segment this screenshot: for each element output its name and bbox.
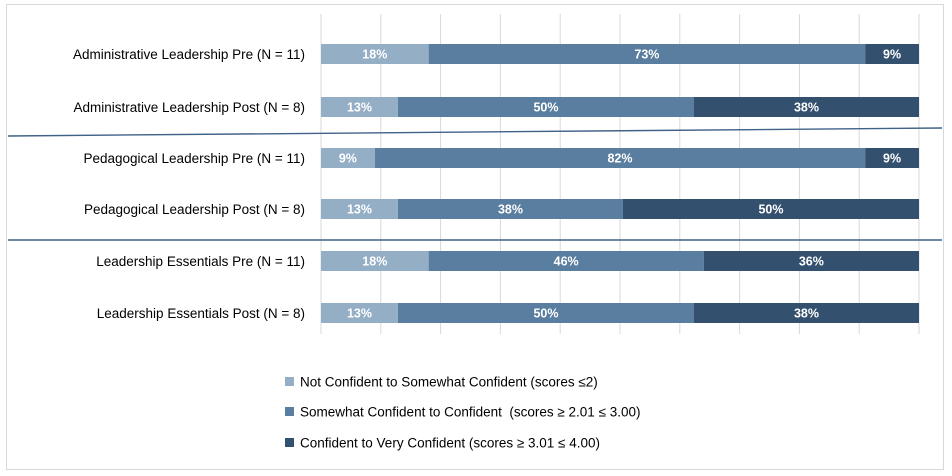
bar-segment bbox=[694, 97, 919, 117]
legend-swatch bbox=[285, 438, 294, 447]
bar-value-label: 13% bbox=[347, 307, 372, 321]
bar-value-label: 50% bbox=[533, 101, 558, 115]
bar-value-label: 73% bbox=[634, 48, 659, 62]
grid-lines bbox=[320, 14, 920, 334]
bar-segment bbox=[622, 199, 919, 219]
bar-value-label: 82% bbox=[607, 152, 632, 166]
chart-frame bbox=[6, 4, 944, 470]
legend: Not Confident to Somewhat Confident (sco… bbox=[285, 375, 641, 451]
bar-value-label: 50% bbox=[533, 307, 558, 321]
bar-segment bbox=[703, 251, 919, 271]
bar-segment bbox=[865, 44, 919, 64]
category-labels: Administrative Leadership Pre (N = 11) Ad… bbox=[73, 47, 305, 321]
bar-value-label: 46% bbox=[554, 255, 579, 269]
bar-segment bbox=[865, 148, 919, 168]
legend-label: Confident to Very Confident (scores ≥ 3.… bbox=[300, 436, 600, 451]
legend-label: Not Confident to Somewhat Confident (sco… bbox=[300, 375, 598, 390]
bar-value-label: 9% bbox=[339, 152, 357, 166]
bar-segment bbox=[321, 251, 429, 271]
group-dividers bbox=[7, 127, 943, 241]
bar-value-label: 9% bbox=[883, 152, 901, 166]
bar-value-label: 38% bbox=[498, 203, 523, 217]
category-label: Leadership Essentials Post (N = 8) bbox=[97, 306, 305, 321]
bar-value-label: 9% bbox=[883, 48, 901, 62]
bar-segment bbox=[397, 303, 695, 323]
bar-segment bbox=[321, 148, 375, 168]
bar-value-label: 38% bbox=[794, 101, 819, 115]
bars: 18% 73% 9% 13% 50% 38% 9% 82% 9% 13% 38% 50% 18% 46% 3… bbox=[321, 44, 919, 323]
category-label: Leadership Essentials Pre (N = 11) bbox=[96, 254, 305, 269]
legend-label: Somewhat Confident to Confident (scores … bbox=[300, 405, 641, 420]
category-label: Administrative Leadership Post (N = 8) bbox=[74, 100, 305, 115]
bar-value-label: 13% bbox=[347, 101, 372, 115]
bar-value-label: 18% bbox=[362, 255, 387, 269]
bar-segment bbox=[694, 303, 919, 323]
bar-segment bbox=[397, 97, 695, 117]
bar-value-label: 36% bbox=[799, 255, 824, 269]
category-label: Pedagogical Leadership Post (N = 8) bbox=[84, 202, 305, 217]
bar-segment bbox=[321, 44, 429, 64]
bar-segment bbox=[428, 251, 704, 271]
bar-value-label: 38% bbox=[794, 307, 819, 321]
bar-value-label: 18% bbox=[362, 48, 387, 62]
legend-swatch bbox=[285, 407, 294, 416]
bar-segment bbox=[321, 199, 398, 219]
legend-swatch bbox=[285, 377, 294, 386]
group-divider bbox=[7, 127, 943, 137]
category-label: Pedagogical Leadership Pre (N = 11) bbox=[83, 151, 305, 166]
bar-segment bbox=[374, 148, 866, 168]
bar-segment bbox=[428, 44, 866, 64]
bar-value-label: 50% bbox=[758, 203, 783, 217]
bar-segment bbox=[321, 303, 398, 323]
category-label: Administrative Leadership Pre (N = 11) bbox=[73, 47, 305, 62]
bar-value-label: 13% bbox=[347, 203, 372, 217]
bar-segment bbox=[397, 199, 623, 219]
bar-segment bbox=[321, 97, 398, 117]
